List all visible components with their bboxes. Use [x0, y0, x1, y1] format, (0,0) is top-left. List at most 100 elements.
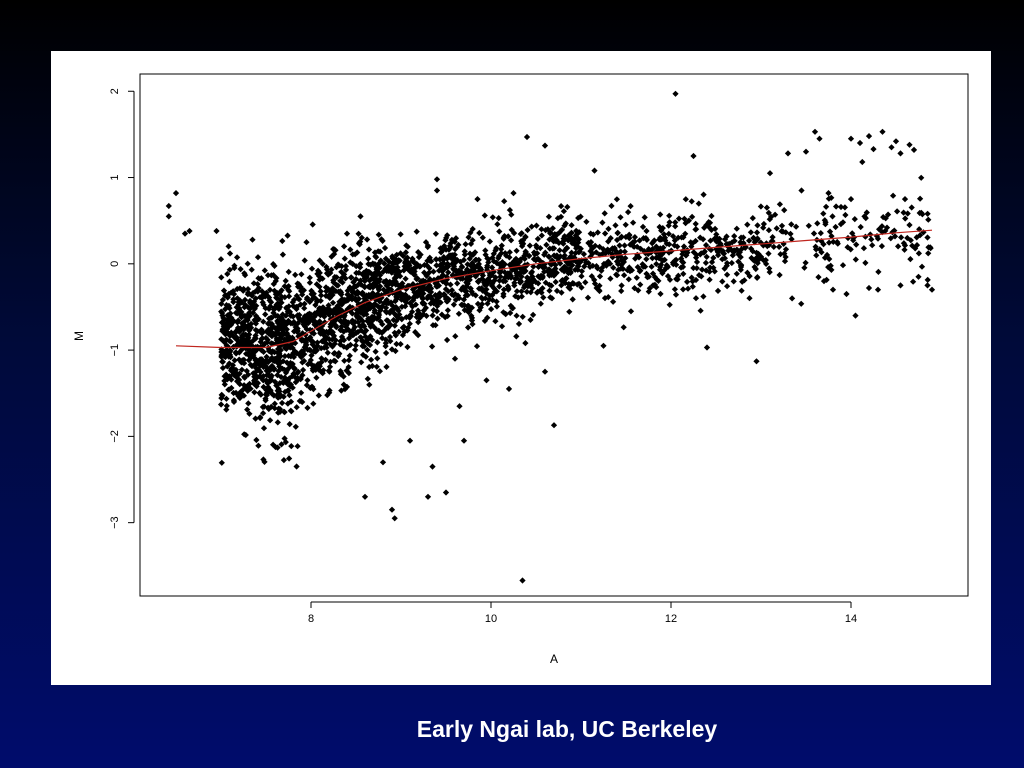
- data-point: [355, 319, 362, 326]
- data-point: [683, 278, 691, 286]
- data-point: [282, 277, 289, 285]
- data-point: [385, 258, 393, 265]
- data-point: [365, 340, 372, 347]
- data-point: [254, 328, 261, 335]
- data-point: [620, 272, 628, 279]
- data-point: [232, 350, 240, 357]
- data-point: [217, 401, 225, 408]
- data-point: [432, 230, 440, 237]
- data-point: [468, 304, 476, 311]
- data-point: [338, 333, 346, 341]
- data-point: [508, 226, 515, 234]
- data-point: [483, 289, 490, 297]
- data-point: [360, 343, 368, 350]
- data-point: [609, 298, 617, 305]
- data-point: [731, 232, 738, 240]
- data-point: [289, 313, 297, 320]
- data-point: [856, 139, 864, 147]
- x-axis-title: A: [550, 652, 558, 666]
- data-point: [897, 234, 905, 241]
- data-point: [802, 148, 810, 155]
- data-point: [219, 358, 226, 365]
- data-point: [862, 259, 869, 267]
- data-point: [506, 206, 514, 214]
- data-point: [225, 243, 232, 250]
- data-point: [617, 214, 624, 221]
- data-point: [325, 311, 333, 318]
- data-point: [386, 333, 394, 341]
- data-point: [373, 363, 380, 370]
- data-point: [230, 298, 237, 306]
- data-point: [316, 318, 323, 325]
- data-point: [649, 254, 656, 262]
- data-point: [311, 310, 318, 317]
- data-point: [454, 280, 461, 287]
- data-point: [365, 246, 373, 253]
- data-point: [811, 128, 819, 135]
- data-point: [507, 309, 514, 317]
- data-point: [414, 307, 422, 314]
- data-point: [802, 259, 809, 266]
- data-point: [706, 276, 713, 283]
- data-point: [692, 220, 699, 228]
- data-point: [746, 295, 753, 302]
- data-point: [293, 404, 300, 411]
- data-point: [523, 133, 531, 141]
- data-point: [326, 363, 334, 370]
- data-point: [306, 279, 314, 286]
- data-point: [778, 222, 786, 229]
- data-point: [261, 267, 268, 274]
- data-point: [442, 314, 449, 321]
- data-point: [690, 152, 697, 160]
- data-point: [897, 150, 904, 157]
- data-point: [340, 373, 347, 380]
- data-point: [307, 356, 314, 364]
- data-point: [643, 255, 650, 263]
- data-point: [224, 350, 231, 358]
- data-point: [233, 254, 241, 261]
- data-point: [719, 278, 726, 285]
- data-point: [259, 410, 267, 417]
- data-point: [730, 278, 737, 285]
- data-point: [361, 277, 368, 285]
- data-point: [263, 353, 270, 361]
- data-point: [700, 293, 707, 300]
- data-point: [605, 225, 612, 233]
- data-point: [444, 307, 452, 314]
- data-point: [213, 227, 220, 235]
- data-point: [315, 392, 322, 399]
- figure-panel: 8 10 12 14 −3 −2 −1 0 1 2 A M: [51, 51, 991, 685]
- data-point: [869, 242, 876, 249]
- data-point: [787, 230, 794, 238]
- data-point: [847, 135, 855, 142]
- data-point: [275, 305, 283, 313]
- data-point: [757, 203, 765, 210]
- data-point: [360, 291, 367, 299]
- data-point: [865, 132, 873, 140]
- data-point: [558, 277, 565, 285]
- data-point: [343, 230, 351, 237]
- data-point: [474, 195, 481, 203]
- data-point: [357, 213, 364, 220]
- data-point: [497, 273, 504, 280]
- data-point: [519, 313, 526, 320]
- data-point: [629, 219, 637, 226]
- data-point: [388, 506, 396, 513]
- data-point: [526, 242, 534, 249]
- data-point: [260, 425, 268, 432]
- data-point: [420, 307, 427, 314]
- data-point: [314, 365, 322, 372]
- data-point: [391, 322, 398, 329]
- y-tick-label: −3: [109, 516, 121, 529]
- data-point: [331, 340, 338, 347]
- data-point: [226, 250, 234, 257]
- data-point: [857, 223, 864, 231]
- data-point: [349, 310, 356, 317]
- data-point: [600, 342, 607, 349]
- data-point: [249, 302, 256, 310]
- data-point: [672, 219, 679, 226]
- data-point: [285, 365, 292, 372]
- data-point: [324, 349, 331, 356]
- data-point: [622, 221, 629, 228]
- data-point: [461, 306, 468, 314]
